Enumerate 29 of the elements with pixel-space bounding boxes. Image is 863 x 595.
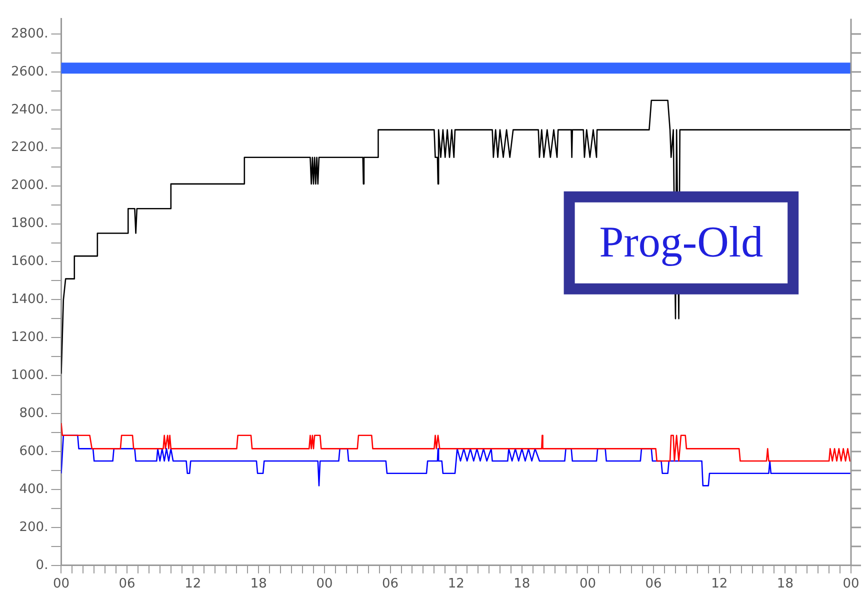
y-tick-label: 800. <box>19 406 48 421</box>
y-tick-label: 2600. <box>11 64 48 80</box>
x-tick-label: 18 <box>250 576 267 592</box>
y-tick-label: 0. <box>36 558 48 573</box>
y-tick-label: 200. <box>19 520 48 535</box>
x-tick-label: 06 <box>118 576 136 592</box>
y-tick-label: 2000. <box>11 178 48 194</box>
y-tick-label: 1400. <box>11 292 48 308</box>
x-tick-label: 00 <box>842 576 860 592</box>
y-tick-label: 1800. <box>11 216 48 232</box>
x-tick-label: 00 <box>579 576 596 592</box>
x-tick-label: 18 <box>514 576 530 592</box>
y-tick-label: 2800. <box>11 26 48 42</box>
x-tick-label: 12 <box>184 576 202 592</box>
x-tick-label: 18 <box>776 576 794 592</box>
y-tick-label: 1200. <box>11 330 48 346</box>
y-tick-label: 2400. <box>11 102 48 118</box>
y-tick-label: 600. <box>19 444 48 459</box>
x-tick-label: 12 <box>448 576 464 592</box>
annotation: Prog-Old <box>599 217 764 266</box>
x-tick-label: 06 <box>382 576 399 592</box>
y-tick-label: 2200. <box>11 140 48 156</box>
x-tick-label: 00 <box>316 576 333 592</box>
x-tick-label: 00 <box>52 576 70 592</box>
x-tick-label: 12 <box>711 576 728 592</box>
y-tick-label: 400. <box>19 482 48 497</box>
y-tick-label: 1000. <box>11 368 48 383</box>
y-tick-label: 1600. <box>11 254 48 270</box>
x-tick-label: 06 <box>645 576 662 592</box>
